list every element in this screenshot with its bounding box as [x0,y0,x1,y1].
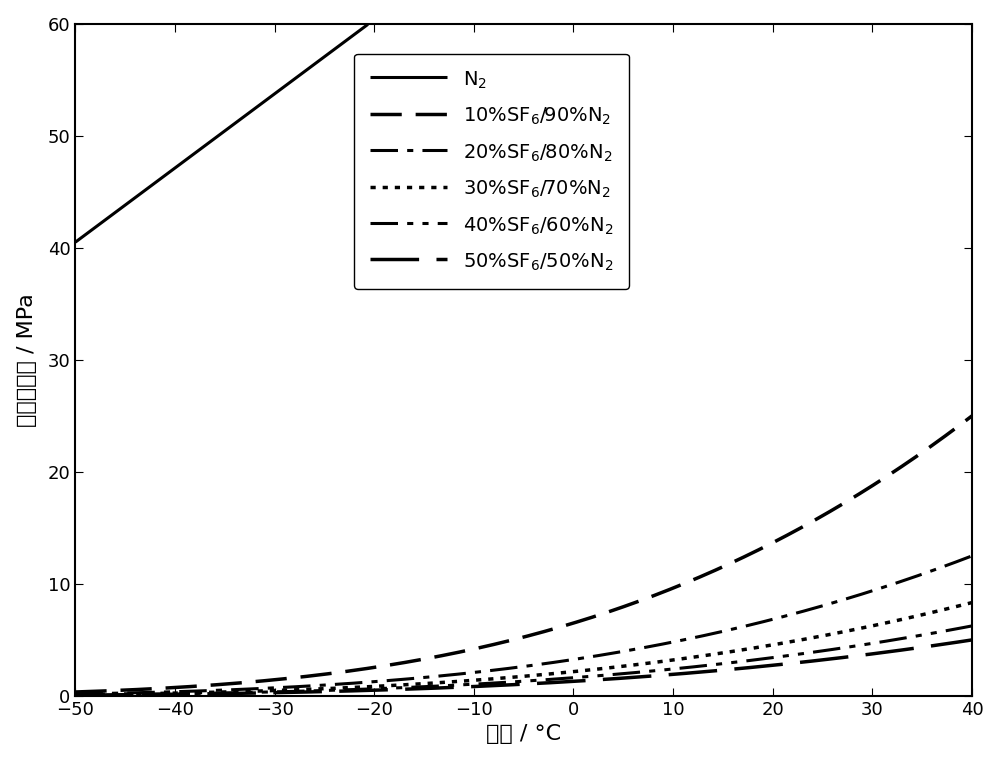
Y-axis label: 饱和蔓汽压 / MPa: 饱和蔓汽压 / MPa [17,293,37,427]
X-axis label: 温度 / °C: 温度 / °C [486,724,561,744]
Legend: N$_2$, 10%SF$_6$/90%N$_2$, 20%SF$_6$/80%N$_2$, 30%SF$_6$/70%N$_2$, 40%SF$_6$/60%: N$_2$, 10%SF$_6$/90%N$_2$, 20%SF$_6$/80%… [354,53,629,288]
